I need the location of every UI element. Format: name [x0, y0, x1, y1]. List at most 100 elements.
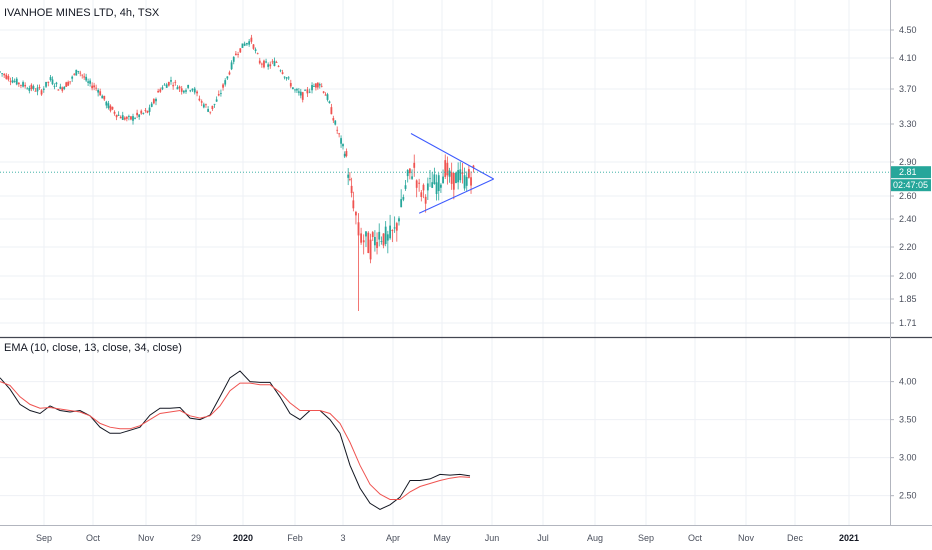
candle-body	[17, 82, 20, 85]
candle-body	[40, 90, 43, 95]
candle-body	[57, 89, 60, 91]
candle-body	[426, 183, 429, 191]
candle-body	[36, 87, 39, 92]
candle-body	[77, 70, 80, 72]
candle-body	[59, 86, 62, 89]
candle-body	[444, 160, 447, 177]
price-tick-label: 2.00	[899, 271, 917, 281]
time-tick-label: Feb	[287, 533, 303, 543]
time-tick-label: Oct	[688, 533, 703, 543]
candle-body	[382, 233, 385, 246]
candle-body	[38, 87, 41, 88]
candle-body	[424, 196, 427, 204]
candle-body	[389, 225, 391, 239]
candle-body	[209, 111, 212, 113]
candle-body	[53, 85, 56, 87]
candle-body	[113, 111, 116, 114]
candle-body	[222, 84, 224, 88]
candle-body	[224, 80, 227, 85]
candle-body	[191, 88, 194, 91]
candle-body	[71, 76, 74, 79]
candle-body	[61, 87, 64, 91]
candle-body	[336, 129, 339, 131]
candle-body	[246, 42, 248, 45]
chart-overlays	[0, 133, 890, 214]
candle-body	[220, 93, 222, 94]
candle-body	[202, 104, 205, 108]
candle-body	[111, 106, 114, 110]
candle-body	[109, 105, 112, 111]
candle-body	[69, 81, 72, 83]
candle-body	[367, 232, 370, 253]
candle-body	[442, 176, 444, 184]
candle-body	[269, 64, 272, 67]
candle-body	[101, 95, 104, 99]
candle-body	[121, 115, 124, 120]
candle-body	[365, 231, 367, 237]
candle-body	[431, 182, 434, 188]
candle-body	[176, 87, 179, 90]
candle-body	[455, 172, 457, 184]
candle-body	[20, 84, 22, 86]
ema-tick-label: 4.00	[899, 377, 917, 387]
candle-body	[378, 231, 381, 240]
candle-body	[373, 236, 376, 246]
candle-body	[234, 53, 237, 56]
time-tick-label: 2020	[233, 533, 253, 543]
candle-body	[297, 91, 300, 93]
candle-body	[465, 176, 468, 186]
time-tick-label: Sep	[638, 533, 654, 543]
candle-body	[7, 76, 10, 80]
candle-body	[334, 120, 337, 125]
time-tick-label: Nov	[738, 533, 755, 543]
candle-body	[411, 176, 413, 179]
time-tick-label: Sep	[36, 533, 52, 543]
candle-body	[165, 84, 168, 88]
candle-body	[239, 48, 242, 53]
candle-body	[89, 80, 92, 84]
candle-body	[73, 73, 76, 75]
candle-body	[115, 114, 118, 118]
candle-body	[345, 151, 348, 157]
candle-body	[326, 94, 329, 100]
candle-body	[283, 76, 286, 78]
ema-fast-line	[0, 370, 471, 510]
candle-body	[241, 43, 244, 48]
candle-body	[292, 87, 294, 90]
candle-body	[99, 91, 102, 96]
candle-body	[178, 86, 181, 89]
candle-body	[281, 72, 284, 74]
time-tick-label: May	[433, 533, 451, 543]
candle-body	[258, 60, 261, 64]
candle-body	[103, 95, 106, 100]
candle-body	[1, 73, 3, 75]
candle-body	[256, 53, 259, 55]
candle-body	[95, 87, 98, 89]
candle-body	[332, 118, 335, 121]
candle-body	[277, 65, 280, 67]
candle-body	[65, 82, 68, 87]
time-tick-label: 3	[340, 533, 345, 543]
candle-body	[380, 241, 383, 242]
candle-body	[404, 185, 407, 189]
price-tick-label: 1.85	[899, 294, 917, 304]
last-price-badge-text: 2.81	[899, 167, 917, 177]
candle-body	[360, 233, 363, 243]
price-tick-label: 3.30	[899, 119, 917, 129]
candle-body	[340, 138, 342, 144]
time-tick-label: Aug	[587, 533, 603, 543]
candle-body	[9, 80, 12, 82]
candle-body	[267, 64, 270, 67]
candle-body	[117, 114, 120, 116]
candle-body	[167, 81, 170, 86]
candle-body	[413, 162, 416, 168]
candle-body	[49, 77, 52, 81]
candle-body	[13, 80, 16, 82]
candle-body	[271, 61, 274, 63]
candle-body	[157, 90, 160, 93]
candle-body	[330, 107, 333, 115]
candle-body	[265, 61, 267, 63]
candle-body	[232, 56, 235, 62]
price-tick-label: 2.20	[899, 242, 917, 252]
